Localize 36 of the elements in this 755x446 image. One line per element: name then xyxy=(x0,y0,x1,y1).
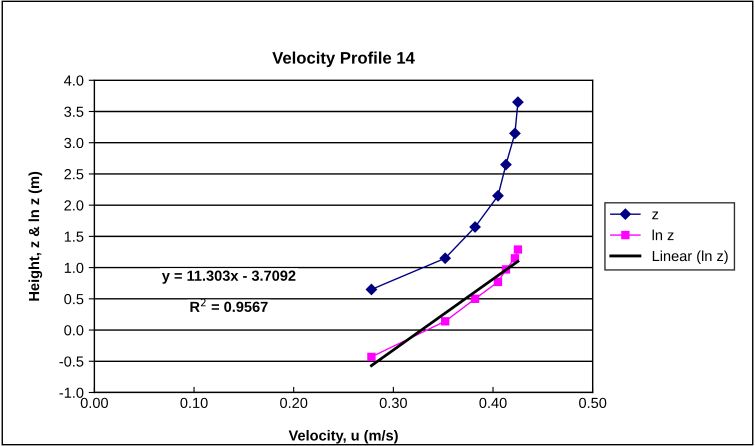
point xyxy=(500,158,512,170)
annotation: y = 11.303x - 3.7092 xyxy=(162,270,296,284)
x-tick-label: 0.40 xyxy=(479,398,507,408)
y-tick-label: 1.0 xyxy=(64,262,84,274)
legend-label: z xyxy=(652,212,658,220)
point xyxy=(494,278,502,286)
point xyxy=(470,294,480,303)
y-tick-label: 3.5 xyxy=(64,106,84,117)
x-tick-label: 0.10 xyxy=(180,398,208,408)
x-tick-label: 0.30 xyxy=(380,398,407,408)
y-tick-label: -0.5 xyxy=(59,356,84,367)
legend-label: ln z xyxy=(652,230,674,240)
chart-title: Velocity Profile 14 xyxy=(272,52,415,68)
y-tick-label: 4.0 xyxy=(64,75,84,86)
y-tick-label: 1.5 xyxy=(64,232,84,242)
y-tick-label: 2.0 xyxy=(64,200,84,211)
x-tick-label: 0.20 xyxy=(280,398,308,408)
point xyxy=(367,352,376,362)
point xyxy=(514,245,522,254)
point xyxy=(469,221,481,233)
x-tick-label: 0.50 xyxy=(579,398,606,408)
legend-label: Linear (ln z) xyxy=(652,250,728,264)
point xyxy=(366,284,378,296)
y-tick-label: -1.0 xyxy=(59,388,84,398)
point xyxy=(492,190,504,202)
y-tick-label: 0.0 xyxy=(64,325,84,336)
y-tick-label: 3.0 xyxy=(64,138,84,148)
point xyxy=(512,96,524,108)
y-axis-title: Height, z & ln z (m) xyxy=(28,172,42,301)
point xyxy=(509,128,521,139)
x-axis-title: Velocity, u (m/s) xyxy=(288,430,398,444)
point xyxy=(441,317,450,326)
y-tick-label: 2.5 xyxy=(64,169,84,180)
point xyxy=(440,252,451,264)
x-tick-label: 0.00 xyxy=(80,398,108,408)
y-tick-label: 0.5 xyxy=(64,294,84,304)
